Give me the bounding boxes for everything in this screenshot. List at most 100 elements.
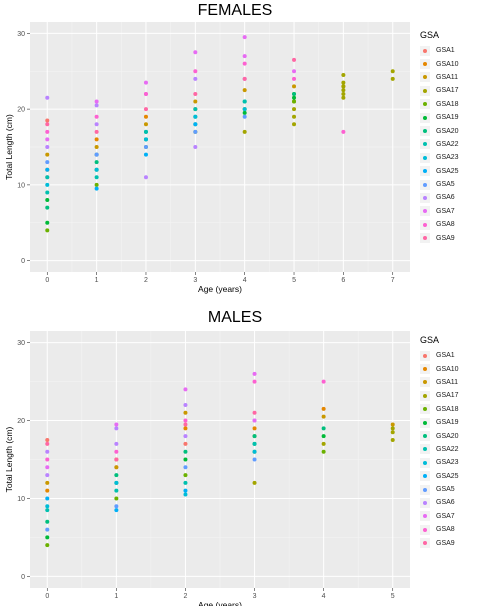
data-point <box>45 473 50 478</box>
legend-label: GSA6 <box>436 194 455 202</box>
data-point <box>341 73 346 78</box>
x-axis-title: Age (years) <box>198 600 242 606</box>
data-point <box>390 76 395 81</box>
legend-title: GSA <box>420 335 440 345</box>
legend-swatch <box>423 447 427 452</box>
females-chart: 0 1 2 3 4 5 6 7 0 10 20 30 Age (years) Total Length (… <box>4 22 410 294</box>
legend-label: GSA20 <box>436 127 459 135</box>
data-point <box>292 84 297 89</box>
data-point <box>292 95 297 100</box>
data-point <box>143 137 148 142</box>
data-point <box>143 152 148 157</box>
legend-swatch <box>423 434 427 439</box>
legend-key <box>420 192 430 203</box>
data-point <box>94 137 99 142</box>
data-point <box>45 457 50 462</box>
legend-swatch <box>423 527 427 532</box>
data-point <box>114 508 119 513</box>
legend-item: GSA11 <box>420 71 459 84</box>
legend-item: GSA8 <box>420 523 459 536</box>
data-point <box>94 103 99 108</box>
data-point <box>114 441 119 446</box>
x-tick-label: 3 <box>193 277 197 284</box>
data-point <box>390 69 395 74</box>
legend-swatch <box>423 102 427 107</box>
data-point <box>292 114 297 119</box>
legend-key <box>420 233 430 244</box>
data-point <box>183 473 188 478</box>
data-point <box>45 118 50 123</box>
x-tick-label: 4 <box>322 593 326 600</box>
data-point <box>183 434 188 439</box>
legend-item: GSA8 <box>420 218 459 231</box>
data-point <box>390 430 395 435</box>
data-point <box>143 114 148 119</box>
legend-swatch <box>423 75 427 80</box>
data-point <box>242 99 247 104</box>
legend-item: GSA7 <box>420 510 459 523</box>
x-tick-label: 0 <box>45 593 49 600</box>
data-point <box>242 61 247 66</box>
legend-key <box>420 206 430 217</box>
legend-label: GSA23 <box>436 459 459 467</box>
y-tick-label: 20 <box>17 418 25 425</box>
legend-swatch <box>423 236 427 241</box>
legend-item: GSA25 <box>420 470 459 483</box>
data-point <box>94 145 99 149</box>
legend-key <box>420 377 430 388</box>
data-point <box>341 80 346 85</box>
x-tick-label: 6 <box>341 277 345 284</box>
data-point <box>390 422 395 427</box>
data-point <box>143 129 148 134</box>
data-point <box>94 114 99 119</box>
legend-swatch <box>423 62 427 67</box>
chart-title: MALES <box>207 309 263 326</box>
legend-swatch <box>423 88 427 93</box>
legend-key <box>420 390 430 401</box>
chart-title: FEMALES <box>197 2 273 19</box>
legend-swatch <box>423 182 427 187</box>
legend-label: GSA19 <box>436 114 459 122</box>
data-point <box>242 129 247 134</box>
legend-swatch <box>423 222 427 227</box>
y-tick-label: 20 <box>17 107 25 114</box>
data-point <box>242 76 247 81</box>
legend-label: GSA5 <box>436 486 455 494</box>
data-point <box>183 418 188 423</box>
legend-key <box>420 59 430 70</box>
data-point <box>143 80 148 85</box>
legend-key <box>420 350 430 361</box>
legend-label: GSA22 <box>436 140 459 148</box>
data-point <box>390 426 395 431</box>
data-point <box>252 418 257 423</box>
legend-item: GSA18 <box>420 403 459 416</box>
data-point <box>45 167 50 172</box>
legend-swatch <box>423 500 427 505</box>
data-point <box>45 198 50 203</box>
data-point <box>193 69 198 74</box>
data-point <box>193 114 198 119</box>
legend-key <box>420 166 430 177</box>
data-point <box>143 107 148 112</box>
data-point <box>45 205 50 210</box>
data-point <box>143 91 148 96</box>
data-point <box>94 129 99 134</box>
legend-label: GSA25 <box>436 167 459 175</box>
data-point <box>341 91 346 96</box>
data-point <box>45 152 50 157</box>
legend-key <box>420 457 430 468</box>
x-tick-label: 2 <box>184 593 188 600</box>
data-point <box>242 35 247 40</box>
x-tick-label: 1 <box>95 277 99 284</box>
data-point <box>321 414 326 419</box>
legend-item: GSA5 <box>420 178 459 191</box>
legend-item: GSA17 <box>420 84 459 97</box>
data-point <box>94 182 99 187</box>
y-tick-label: 0 <box>21 574 25 581</box>
legend-key <box>420 179 430 190</box>
data-point <box>183 480 188 485</box>
legend-label: GSA25 <box>436 472 459 480</box>
data-point <box>242 88 247 93</box>
legend-item: GSA1 <box>420 44 459 57</box>
data-point <box>292 122 297 127</box>
